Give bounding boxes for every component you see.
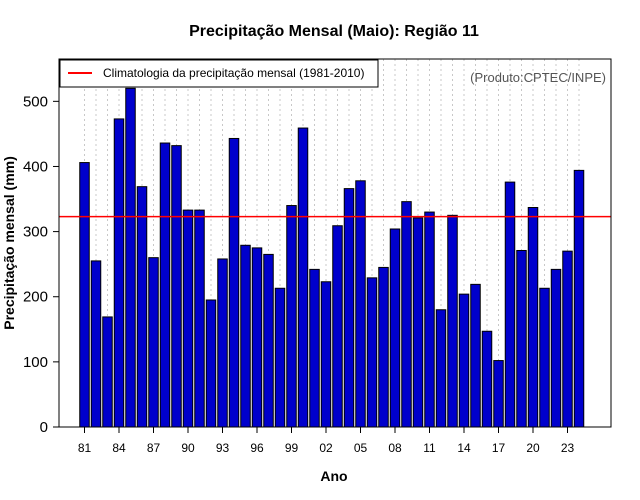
legend-label: Climatologia da precipitação mensal (198… [103, 66, 364, 80]
bar-1981 [79, 162, 90, 428]
legend: Climatologia da precipitação mensal (198… [59, 59, 379, 88]
x-tick-label: 23 [561, 441, 575, 455]
plot-frame [58, 58, 612, 428]
bar-2007 [378, 266, 389, 428]
bars [79, 87, 585, 428]
y-tick-label: 200 [23, 289, 48, 306]
x-tick-label: 96 [250, 441, 264, 455]
y-axis: 0 100 200 300 400 500 [23, 93, 59, 436]
bar-2014 [458, 293, 470, 428]
bar-1989 [171, 145, 182, 428]
legend-box [59, 59, 379, 88]
bar-2024 [573, 169, 585, 428]
bar-1995 [240, 244, 251, 428]
bar-1985 [125, 87, 136, 428]
bar-2021 [539, 287, 550, 428]
bar-2006 [366, 277, 378, 428]
bar-2011 [424, 211, 435, 428]
bar-2022 [550, 268, 562, 428]
x-axis-title: Ano [320, 468, 347, 484]
x-tick-label: 11 [423, 441, 436, 455]
x-tick-label: 81 [78, 441, 92, 455]
chart-title: Precipitação Mensal (Maio): Região 11 [189, 23, 479, 40]
y-tick-label: 500 [23, 93, 48, 110]
x-tick-label: 02 [319, 441, 333, 455]
y-tick-label: 400 [23, 158, 48, 175]
bar-2008 [389, 228, 401, 428]
bar-2012 [435, 309, 447, 428]
bar-1997 [263, 253, 274, 428]
bar-1990 [182, 209, 194, 428]
y-tick-label: 300 [23, 224, 48, 241]
x-tick-label: 99 [285, 441, 299, 455]
x-tick-label: 17 [492, 441, 506, 455]
bar-1994 [228, 137, 240, 428]
x-tick-label: 20 [526, 441, 540, 455]
x-tick-label: 08 [388, 441, 402, 455]
y-axis-title: Precipitação mensal (mm) [1, 156, 17, 330]
bar-1993 [217, 258, 228, 428]
bar-2015 [470, 283, 481, 428]
bar-2023 [562, 250, 573, 428]
bar-2019 [516, 249, 527, 428]
x-tick-label: 05 [354, 441, 368, 455]
bar-2001 [309, 268, 320, 428]
bar-2016 [481, 330, 493, 428]
bar-1983 [102, 316, 113, 428]
bar-2002 [320, 281, 332, 428]
bar-1987 [148, 257, 159, 428]
x-axis: 81 84 87 90 93 96 99 02 05 08 11 14 17 20 23 [78, 427, 575, 455]
bar-1986 [136, 186, 148, 428]
bar-2000 [297, 127, 309, 428]
bar-2004 [343, 188, 355, 428]
bar-1982 [90, 260, 102, 428]
bar-2020 [527, 207, 539, 428]
bar-2017 [493, 360, 504, 428]
y-tick-label: 100 [23, 354, 48, 371]
bar-1991 [194, 209, 205, 428]
bar-2018 [504, 181, 516, 428]
x-tick-label: 84 [112, 441, 126, 455]
bar-1998 [274, 287, 286, 428]
bar-2009 [401, 201, 412, 428]
x-tick-label: 93 [216, 441, 230, 455]
bar-1988 [159, 142, 171, 428]
x-tick-label: 14 [457, 441, 471, 455]
x-tick-label: 90 [181, 441, 195, 455]
x-tick-label: 87 [147, 441, 161, 455]
bar-2003 [332, 225, 343, 428]
bar-2013 [447, 214, 458, 428]
bar-1984 [113, 118, 125, 428]
credit-text: (Produto:CPTEC/INPE) [470, 70, 606, 85]
bar-1999 [286, 205, 297, 428]
bar-2005 [355, 180, 366, 428]
bar-2010 [412, 217, 424, 428]
y-tick-label: 0 [40, 419, 48, 436]
bar-1996 [251, 247, 263, 428]
bar-1992 [205, 299, 217, 428]
